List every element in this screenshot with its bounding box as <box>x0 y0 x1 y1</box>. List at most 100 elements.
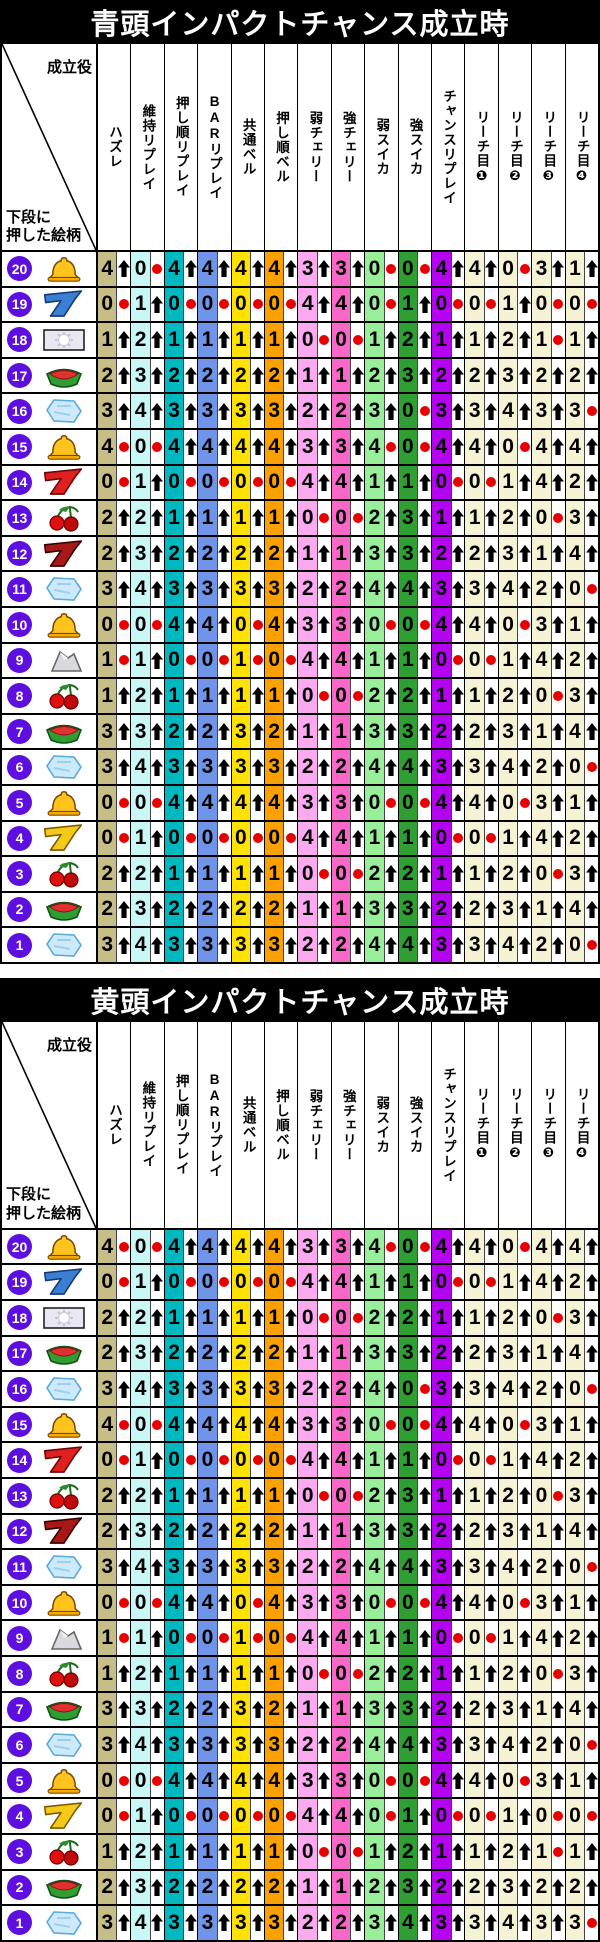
up-arrow-icon <box>585 1843 598 1861</box>
table-row: 17 2 3 2 2 2 2 1 1 3 3 2 2 3 1 4 <box>2 1336 599 1373</box>
cell-value: 1 <box>131 1265 151 1300</box>
row-label: 2 <box>2 892 98 927</box>
cell-value: 3 <box>532 1906 552 1940</box>
data-cell: 3 <box>98 928 132 962</box>
cell-value: 2 <box>465 1692 485 1727</box>
data-cell: 1 <box>432 501 466 535</box>
data-cell: 4 <box>164 1585 199 1620</box>
cell-symbol <box>150 1550 164 1584</box>
cell-symbol <box>384 892 398 927</box>
cell-symbol <box>317 857 331 891</box>
cell-symbol <box>451 892 465 927</box>
data-cell: 1 <box>298 1514 332 1549</box>
cell-value: 2 <box>532 572 552 606</box>
up-arrow-icon <box>485 1487 498 1505</box>
cell-symbol <box>150 1585 164 1620</box>
cell-value: 0 <box>331 323 352 357</box>
up-arrow-icon <box>585 1344 598 1362</box>
cell-symbol <box>418 1728 432 1762</box>
cell-symbol <box>384 252 398 286</box>
column-header-label: ハズレ <box>106 125 122 169</box>
cell-symbol <box>117 1265 131 1300</box>
up-arrow-icon <box>117 936 130 954</box>
cell-symbol <box>184 1657 198 1691</box>
column-header-label: リーチ目❶ <box>474 1087 490 1163</box>
cell-value: 2 <box>265 1870 285 1905</box>
data-cell: 3 <box>231 572 266 606</box>
ice-icon <box>32 1731 96 1759</box>
row-number-badge: 11 <box>7 1554 32 1580</box>
red-dot-icon <box>285 477 296 488</box>
data-cell: 3 <box>98 714 132 749</box>
row-number-badge: 16 <box>7 1376 32 1402</box>
cell-symbol <box>317 1407 331 1442</box>
cell-value: 4 <box>532 429 552 464</box>
cell-value: 3 <box>565 394 586 428</box>
red-dot-icon <box>419 1241 430 1252</box>
cell-value: 0 <box>231 1585 252 1620</box>
cell-value: 1 <box>298 358 318 393</box>
cell-symbol <box>150 1407 164 1442</box>
up-arrow-icon <box>418 473 431 491</box>
red-dot-icon <box>352 1668 363 1679</box>
up-arrow-icon <box>451 438 464 456</box>
data-cell: 3 <box>398 1514 433 1549</box>
cell-symbol <box>518 501 532 535</box>
cell-symbol <box>518 1301 532 1335</box>
data-cell: 4 <box>331 1799 366 1833</box>
cell-value: 3 <box>498 1870 519 1905</box>
data-cell: 1 <box>331 1514 366 1549</box>
cell-symbol <box>317 928 331 962</box>
data-cell: 1 <box>131 1621 165 1655</box>
cell-value: 3 <box>532 252 552 286</box>
up-arrow-icon <box>518 1344 531 1362</box>
up-arrow-icon <box>418 1558 431 1576</box>
corner-bottom-label: 下段に 押した絵柄 <box>6 208 82 245</box>
table-blue-head: 青頭インパクトチャンス成立時 成立役 下段に 押した絵柄 ハズレ 維持リプレイ 押し… <box>0 0 600 964</box>
red-dot-icon <box>319 1668 330 1679</box>
cell-symbol <box>251 892 265 927</box>
cell-symbol <box>251 358 265 393</box>
cell-value: 0 <box>198 1799 218 1833</box>
cell-symbol <box>117 785 131 820</box>
red-dot-icon <box>586 940 597 951</box>
up-arrow-icon <box>351 1451 364 1469</box>
cell-symbol <box>551 1550 565 1584</box>
up-arrow-icon <box>385 545 398 563</box>
data-cell: 0 <box>465 1799 499 1833</box>
cell-value: 0 <box>498 252 519 286</box>
cell-value: 4 <box>164 1763 185 1798</box>
up-arrow-icon <box>184 616 197 634</box>
data-cell: 3 <box>131 1336 165 1371</box>
red-dot-icon <box>219 1455 230 1466</box>
up-arrow-icon <box>451 1416 464 1434</box>
data-cell: 2 <box>565 465 599 500</box>
cell-symbol <box>384 1479 398 1513</box>
cell-value: 2 <box>131 679 151 713</box>
cell-value: 3 <box>98 750 118 784</box>
cell-symbol <box>585 252 599 286</box>
cell-value: 3 <box>265 1906 285 1940</box>
cell-value: 4 <box>465 1763 485 1798</box>
cell-symbol <box>117 1372 131 1406</box>
up-arrow-icon <box>151 1558 164 1576</box>
white-flash-icon <box>32 327 96 353</box>
data-cell: 3 <box>565 857 599 891</box>
red-dot-icon <box>118 1597 129 1608</box>
data-cell: 0 <box>231 821 266 856</box>
cell-value: 0 <box>98 785 118 820</box>
cell-value: 4 <box>265 1585 285 1620</box>
data-cell: 4 <box>532 465 566 500</box>
cell-value: 3 <box>331 785 352 820</box>
up-arrow-icon <box>151 865 164 883</box>
cell-symbol <box>184 1336 198 1371</box>
data-cell: 3 <box>365 892 399 927</box>
up-arrow-icon <box>318 580 331 598</box>
up-arrow-icon <box>251 865 264 883</box>
data-cell: 3 <box>164 1550 199 1584</box>
column-header: リーチ目❶ <box>465 44 499 250</box>
cell-symbol <box>418 1870 432 1905</box>
data-cell: 2 <box>198 1692 232 1727</box>
up-arrow-icon <box>351 1772 364 1790</box>
data-cell: 0 <box>265 821 299 856</box>
